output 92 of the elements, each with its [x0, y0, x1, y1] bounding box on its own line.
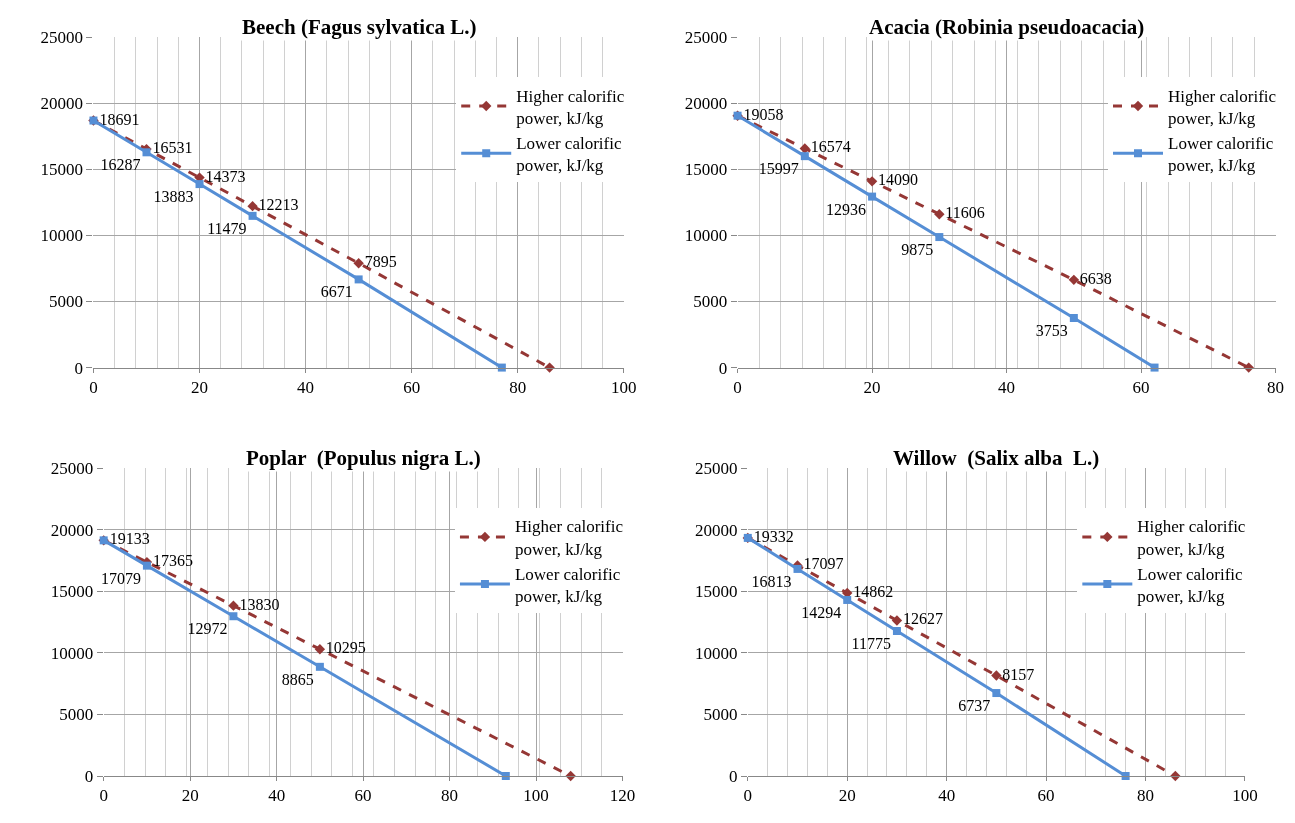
- x-tick-label: 40: [297, 377, 315, 397]
- data-label: 16574: [810, 138, 851, 156]
- y-tick-label: 5000: [703, 705, 738, 725]
- data-label: 14294: [801, 603, 842, 621]
- legend-label: Lower calorific power, kJ/kg: [1168, 133, 1274, 175]
- x-tick-label: 100: [1232, 786, 1258, 806]
- data-label: 6737: [958, 697, 991, 715]
- legend-label: Lower calorific power, kJ/kg: [516, 133, 622, 175]
- data-label: 14862: [853, 582, 894, 600]
- x-tick-label: 80: [1137, 786, 1155, 806]
- y-tick-label: 15000: [40, 160, 84, 180]
- data-label: 12627: [902, 610, 943, 628]
- x-tick-label: 80: [509, 377, 527, 397]
- x-tick-label: 60: [1132, 377, 1150, 397]
- data-label: 13830: [239, 595, 280, 613]
- data-label: 19133: [109, 530, 150, 548]
- y-tick-label: 10000: [684, 226, 728, 246]
- legend-label: Lower calorific power, kJ/kg: [1137, 564, 1244, 606]
- x-tick-label: 20: [191, 377, 209, 397]
- y-tick-label: 0: [84, 766, 94, 786]
- data-label: 7895: [364, 253, 397, 271]
- y-tick-label: 5000: [49, 292, 84, 312]
- data-label: 8157: [1002, 665, 1035, 683]
- data-label: 6671: [320, 283, 353, 301]
- y-tick-label: 25000: [684, 28, 728, 48]
- y-tick-label: 15000: [50, 582, 94, 602]
- x-tick-label: 20: [838, 786, 856, 806]
- y-tick-label: 10000: [40, 226, 84, 246]
- y-tick-label: 5000: [693, 292, 728, 312]
- data-label: 16813: [751, 572, 792, 590]
- y-tick-label: 0: [718, 358, 728, 378]
- y-tick-label: 5000: [59, 705, 94, 725]
- legend-label: Lower calorific power, kJ/kg: [514, 564, 621, 606]
- data-label: 12936: [826, 200, 867, 218]
- data-label: 18691: [99, 110, 140, 128]
- legend-label: Higher calorific power, kJ/kg: [1137, 517, 1246, 559]
- y-tick-label: 0: [74, 358, 84, 378]
- x-tick-label: 40: [998, 377, 1016, 397]
- x-tick-label: 100: [523, 786, 549, 806]
- chart-title: Beech (Fagus sylvatica L.): [242, 15, 477, 39]
- x-tick-label: 60: [354, 786, 372, 806]
- x-tick-label: 20: [863, 377, 881, 397]
- x-tick-label: 40: [938, 786, 956, 806]
- legend-label: Higher calorific power, kJ/kg: [1168, 86, 1277, 128]
- data-label: 11606: [945, 204, 985, 222]
- y-tick-label: 25000: [40, 28, 84, 48]
- data-label: 14373: [205, 167, 246, 185]
- y-tick-label: 0: [728, 766, 738, 786]
- data-label: 9875: [901, 241, 934, 259]
- y-tick-label: 20000: [694, 520, 738, 540]
- chart-title: Acacia (Robinia pseudoacacia): [869, 15, 1145, 39]
- x-tick-label: 120: [609, 786, 636, 806]
- data-label: 12213: [258, 196, 299, 214]
- legend-label: Higher calorific power, kJ/kg: [514, 517, 624, 559]
- data-label: 19058: [743, 105, 784, 123]
- x-tick-label: 0: [743, 786, 753, 806]
- data-label: 19332: [753, 527, 794, 545]
- data-label: 15997: [758, 160, 799, 178]
- x-tick-label: 20: [181, 786, 199, 806]
- data-label: 17079: [100, 569, 141, 587]
- data-label: 3753: [1035, 321, 1068, 339]
- data-label: 17365: [152, 552, 193, 570]
- chart-title: Willow (Salix alba L.): [893, 446, 1100, 470]
- data-label: 17097: [803, 555, 844, 573]
- data-label: 11479: [207, 219, 247, 237]
- y-tick-label: 20000: [50, 520, 94, 540]
- data-label: 12972: [187, 620, 228, 638]
- y-tick-label: 25000: [50, 459, 94, 479]
- x-tick-label: 80: [441, 786, 459, 806]
- chart-title: Poplar (Populus nigra L.): [246, 446, 481, 470]
- y-tick-label: 25000: [694, 459, 738, 479]
- x-tick-label: 0: [99, 786, 108, 806]
- data-label: 8865: [281, 670, 314, 688]
- legend-label: Higher calorific power, kJ/kg: [516, 86, 625, 128]
- data-label: 16531: [152, 139, 193, 157]
- y-tick-label: 15000: [694, 582, 738, 602]
- y-tick-label: 10000: [694, 643, 738, 663]
- x-tick-label: 80: [1267, 377, 1285, 397]
- x-tick-label: 100: [611, 377, 637, 397]
- data-label: 10295: [325, 639, 366, 657]
- x-tick-label: 60: [403, 377, 421, 397]
- data-label: 13883: [153, 188, 194, 206]
- y-tick-label: 15000: [684, 160, 728, 180]
- data-label: 6638: [1079, 269, 1112, 287]
- y-tick-label: 20000: [684, 94, 728, 114]
- y-tick-label: 10000: [50, 643, 94, 663]
- x-tick-label: 40: [268, 786, 286, 806]
- data-label: 11775: [851, 634, 891, 652]
- data-label: 16287: [100, 156, 141, 174]
- x-tick-label: 60: [1037, 786, 1055, 806]
- y-tick-label: 20000: [40, 94, 84, 114]
- data-label: 14090: [878, 171, 919, 189]
